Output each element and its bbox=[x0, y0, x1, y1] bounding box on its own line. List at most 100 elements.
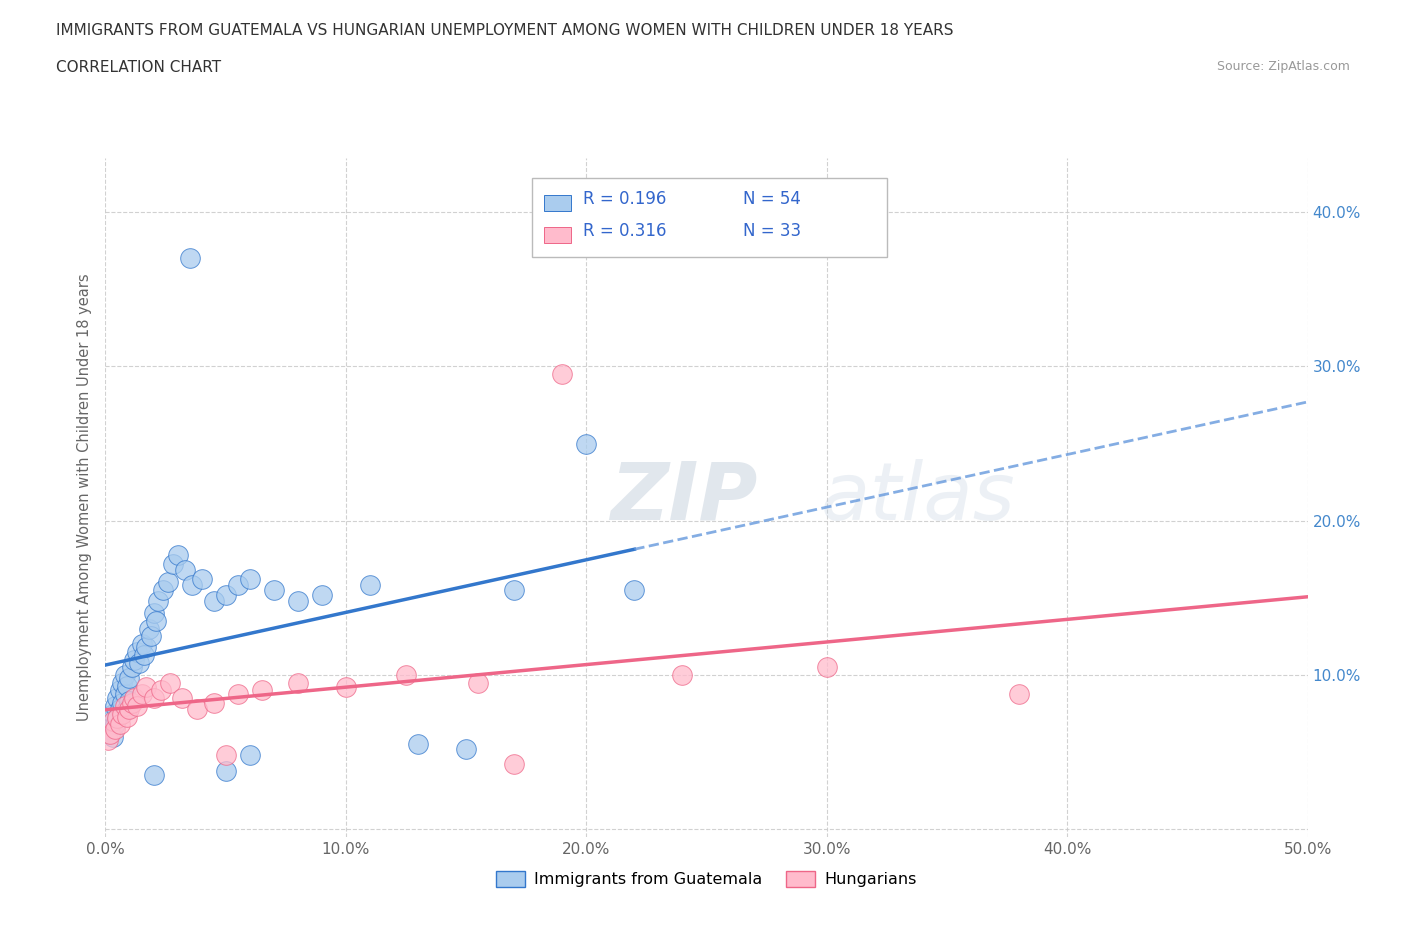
Point bbox=[335, 680, 357, 695]
Point bbox=[202, 593, 225, 608]
Point bbox=[172, 691, 194, 706]
Point bbox=[131, 686, 153, 701]
Point bbox=[135, 640, 157, 655]
Text: R = 0.316: R = 0.316 bbox=[582, 221, 666, 240]
Point bbox=[104, 722, 127, 737]
Point bbox=[97, 732, 120, 747]
Point bbox=[406, 737, 429, 751]
Point bbox=[454, 741, 477, 756]
Point bbox=[145, 614, 167, 629]
FancyBboxPatch shape bbox=[533, 179, 887, 257]
Point bbox=[202, 696, 225, 711]
Point bbox=[575, 436, 598, 451]
Point bbox=[395, 668, 418, 683]
Text: ZIP: ZIP bbox=[610, 458, 758, 537]
Point bbox=[173, 563, 195, 578]
Point bbox=[186, 701, 208, 716]
Point bbox=[142, 691, 165, 706]
Point bbox=[551, 366, 574, 381]
Point bbox=[179, 251, 201, 266]
Point bbox=[125, 698, 148, 713]
Point bbox=[503, 757, 526, 772]
Point bbox=[108, 683, 131, 698]
Point bbox=[108, 717, 131, 732]
Point bbox=[121, 660, 143, 675]
Point bbox=[1008, 686, 1031, 701]
Point bbox=[623, 583, 645, 598]
Point bbox=[311, 588, 333, 603]
Y-axis label: Unemployment Among Women with Children Under 18 years: Unemployment Among Women with Children U… bbox=[77, 273, 93, 722]
Point bbox=[138, 621, 160, 636]
Point bbox=[226, 578, 249, 593]
Point bbox=[107, 711, 129, 725]
Point bbox=[108, 701, 131, 716]
Point bbox=[124, 652, 146, 667]
Bar bbox=[544, 194, 571, 211]
Point bbox=[115, 710, 138, 724]
Point bbox=[114, 698, 136, 713]
Point bbox=[101, 714, 124, 729]
Legend: Immigrants from Guatemala, Hungarians: Immigrants from Guatemala, Hungarians bbox=[489, 864, 924, 894]
Text: IMMIGRANTS FROM GUATEMALA VS HUNGARIAN UNEMPLOYMENT AMONG WOMEN WITH CHILDREN UN: IMMIGRANTS FROM GUATEMALA VS HUNGARIAN U… bbox=[56, 23, 953, 38]
Point bbox=[125, 644, 148, 659]
Point bbox=[118, 701, 141, 716]
Point bbox=[671, 668, 693, 683]
Point bbox=[263, 583, 285, 598]
Point bbox=[104, 717, 127, 732]
Point bbox=[214, 748, 236, 763]
Point bbox=[111, 675, 134, 690]
Point bbox=[148, 593, 170, 608]
Point bbox=[118, 671, 141, 685]
Point bbox=[226, 686, 249, 701]
Point bbox=[98, 726, 121, 741]
Point bbox=[287, 675, 309, 690]
Bar bbox=[544, 227, 571, 243]
Text: N = 33: N = 33 bbox=[742, 221, 800, 240]
Point bbox=[132, 647, 155, 662]
Point bbox=[190, 572, 212, 587]
Text: N = 54: N = 54 bbox=[742, 190, 800, 207]
Point bbox=[162, 556, 184, 571]
Point bbox=[166, 547, 188, 562]
Point bbox=[139, 629, 162, 644]
Point bbox=[124, 691, 146, 706]
Point bbox=[239, 572, 262, 587]
Point bbox=[135, 680, 157, 695]
Point bbox=[181, 578, 204, 593]
Point bbox=[115, 678, 138, 693]
Point bbox=[156, 575, 179, 590]
Text: CORRELATION CHART: CORRELATION CHART bbox=[56, 60, 221, 75]
Point bbox=[101, 729, 124, 744]
Point bbox=[149, 683, 172, 698]
Point bbox=[159, 675, 181, 690]
Text: Source: ZipAtlas.com: Source: ZipAtlas.com bbox=[1216, 60, 1350, 73]
Point bbox=[107, 691, 129, 706]
Point bbox=[111, 706, 134, 721]
Point bbox=[142, 605, 165, 620]
Point bbox=[114, 668, 136, 683]
Point bbox=[115, 701, 138, 716]
Point bbox=[359, 578, 381, 593]
Point bbox=[107, 711, 129, 725]
Text: R = 0.196: R = 0.196 bbox=[582, 190, 666, 207]
Text: atlas: atlas bbox=[821, 458, 1015, 537]
Point bbox=[250, 683, 273, 698]
Point bbox=[104, 698, 127, 713]
Point bbox=[131, 637, 153, 652]
Point bbox=[152, 583, 174, 598]
Point bbox=[98, 714, 121, 729]
Point bbox=[815, 660, 838, 675]
Point bbox=[121, 696, 143, 711]
Point bbox=[287, 593, 309, 608]
Point bbox=[118, 694, 141, 709]
Point bbox=[214, 588, 236, 603]
Point bbox=[214, 764, 236, 778]
Point bbox=[128, 656, 150, 671]
Point bbox=[467, 675, 489, 690]
Point bbox=[503, 583, 526, 598]
Point bbox=[142, 768, 165, 783]
Point bbox=[97, 722, 120, 737]
Point bbox=[239, 748, 262, 763]
Point bbox=[111, 696, 134, 711]
Point bbox=[101, 706, 124, 721]
